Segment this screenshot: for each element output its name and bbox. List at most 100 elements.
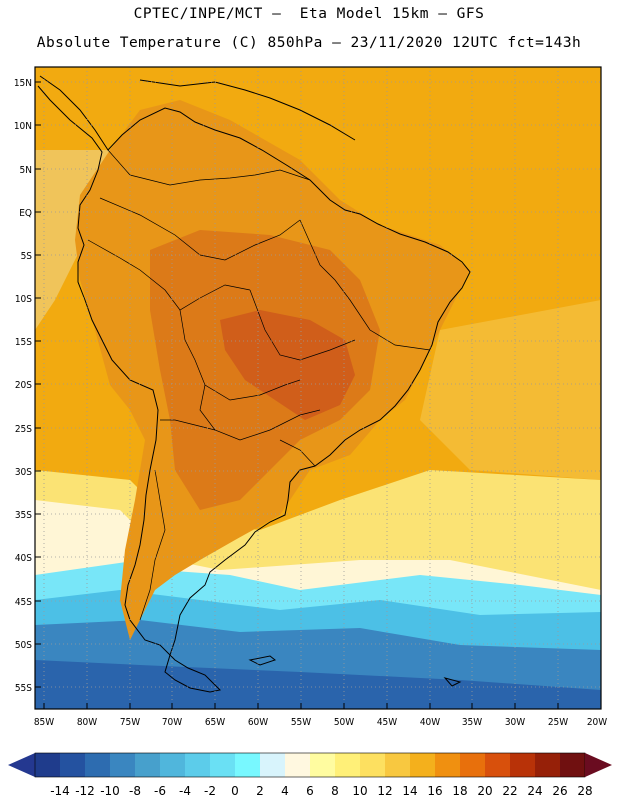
lon-label-20w: 20W <box>587 717 607 728</box>
latitude-labels: 15N 10N 5N EQ 5S 10S 15S 20S 25S 30S 35S… <box>14 78 32 694</box>
lat-label-55s: 55S <box>15 683 32 694</box>
lat-label-25s: 25S <box>15 424 32 435</box>
colorbar-swatch <box>35 753 61 777</box>
lat-label-40s: 40S <box>15 553 32 564</box>
deep-blue-band <box>35 660 601 709</box>
colorbar-swatch <box>235 753 261 777</box>
colorbar-swatch <box>510 753 536 777</box>
lon-label-25w: 25W <box>548 717 568 728</box>
lat-label-10s: 10S <box>15 294 32 305</box>
colorbar-label: 0 <box>231 784 239 798</box>
colorbar-swatch <box>485 753 511 777</box>
lon-label-65w: 65W <box>205 717 225 728</box>
colorbar-label: 8 <box>331 784 339 798</box>
lon-label-75w: 75W <box>120 717 140 728</box>
lat-label-45s: 45S <box>15 597 32 608</box>
lat-label-20s: 20S <box>15 380 32 391</box>
political-borders <box>87 149 431 621</box>
lon-label-55w: 55W <box>291 717 311 728</box>
colorbar-swatch <box>560 753 586 777</box>
colorbar-label: 18 <box>452 784 467 798</box>
colorbar-label: 16 <box>427 784 442 798</box>
colorbar-label: 6 <box>306 784 314 798</box>
border-chile-bolivia <box>160 419 216 431</box>
colorbar-label: 26 <box>552 784 567 798</box>
colorbar-label: -6 <box>154 784 166 798</box>
colorbar-label: 4 <box>281 784 289 798</box>
colorbar-label: -12 <box>75 784 95 798</box>
lon-label-80w: 80W <box>77 717 97 728</box>
lon-label-40w: 40W <box>420 717 440 728</box>
colorbar-label: -2 <box>204 784 216 798</box>
map-title-line-1: CPTEC/INPE/MCT – Eta Model 15km – GFS <box>133 6 485 22</box>
colorbar-label: -14 <box>50 784 70 798</box>
lon-label-35w: 35W <box>462 717 482 728</box>
lat-label-35s: 35S <box>15 510 32 521</box>
mid-atlantic-zone <box>420 300 601 480</box>
colorbar-swatch <box>310 753 336 777</box>
temperature-colorbar: -14 -12 -10 -8 -6 -4 -2 0 2 4 6 8 10 12 14 16 18 20 22 24 26… <box>8 752 612 798</box>
colorbar-swatch <box>435 753 461 777</box>
colorbar-label: 14 <box>402 784 417 798</box>
lat-label-5s: 5S <box>21 251 33 262</box>
border-chile-argentina <box>139 469 166 621</box>
hottest-core <box>220 310 355 420</box>
colorbar-under-arrow <box>8 753 35 777</box>
colorbar-swatch <box>60 753 86 777</box>
lon-label-50w: 50W <box>334 717 354 728</box>
colorbar-label: -4 <box>179 784 191 798</box>
colorbar-swatch <box>85 753 111 777</box>
colorbar-swatch <box>135 753 161 777</box>
colorbar-label: 24 <box>527 784 542 798</box>
colorbar-label: 12 <box>377 784 392 798</box>
colorbar-swatch <box>385 753 411 777</box>
border-uruguay <box>279 439 316 467</box>
colorbar-label: -8 <box>129 784 141 798</box>
colorbar-swatch <box>185 753 211 777</box>
colorbar-swatch <box>285 753 311 777</box>
colorbar-label: 2 <box>256 784 264 798</box>
colorbar-label: 22 <box>502 784 517 798</box>
lon-label-85w: 85W <box>34 717 54 728</box>
map-title-line-2: Absolute Temperature (C) 850hPa – 23/11/… <box>36 35 582 51</box>
border-peru-brazil <box>87 239 251 311</box>
coastlines <box>37 75 471 693</box>
lat-label-10n: 10N <box>14 121 32 132</box>
lat-label-15s: 15S <box>15 337 32 348</box>
colorbar-label: 28 <box>577 784 592 798</box>
lon-label-70w: 70W <box>162 717 182 728</box>
colorbar-swatch <box>460 753 486 777</box>
colorbar-swatch <box>335 753 361 777</box>
border-colombia-brazil <box>99 197 301 261</box>
colorbar-swatch <box>535 753 561 777</box>
colorbar-label: 10 <box>352 784 367 798</box>
latitude-ticks <box>35 81 41 688</box>
colorbar-swatch <box>260 753 286 777</box>
border-paraguay <box>199 384 321 441</box>
south-america-coastline <box>37 75 471 693</box>
colorbar-over-arrow <box>585 753 612 777</box>
colorbar-swatch <box>110 753 136 777</box>
temperature-field <box>35 67 601 709</box>
lon-label-60w: 60W <box>248 717 268 728</box>
colorbar-label: 20 <box>477 784 492 798</box>
south-georgia <box>443 677 462 687</box>
falkland-islands <box>248 655 277 666</box>
lon-label-30w: 30W <box>505 717 525 728</box>
border-brazil-states-central <box>249 289 356 361</box>
longitude-ticks <box>43 703 602 709</box>
colorbar-swatch <box>160 753 186 777</box>
border-bolivia <box>179 309 301 401</box>
colorbar-swatch <box>210 753 236 777</box>
lat-label-5n: 5N <box>20 165 32 176</box>
colorbar-swatch <box>410 753 436 777</box>
lat-label-eq: EQ <box>19 208 32 219</box>
lat-label-15n: 15N <box>14 78 32 89</box>
map-border <box>34 66 602 710</box>
caribbean-coastline <box>139 79 356 141</box>
colorbar-label: -10 <box>100 784 120 798</box>
lon-label-45w: 45W <box>377 717 397 728</box>
lat-label-30s: 30S <box>15 467 32 478</box>
lat-label-50s: 50S <box>15 640 32 651</box>
